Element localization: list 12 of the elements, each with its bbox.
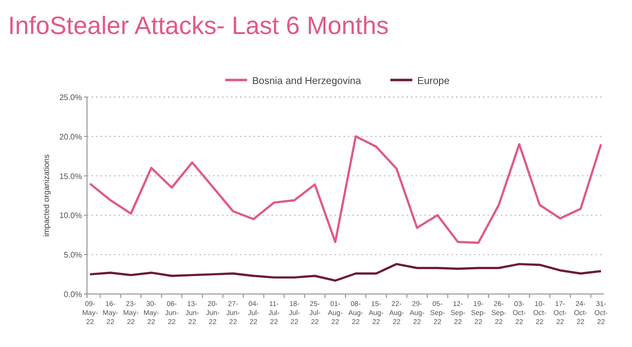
y-tick-label: 5.0% bbox=[64, 250, 82, 260]
chart-title: InfoStealer Attacks- Last 6 Months bbox=[8, 12, 389, 40]
y-tick-label: 10.0% bbox=[59, 211, 82, 220]
y-tick-label: 25.0% bbox=[59, 93, 82, 102]
y-tick-label: 15.0% bbox=[59, 172, 82, 181]
legend-label: Bosnia and Herzegovina bbox=[252, 76, 362, 87]
y-tick-label: 20.0% bbox=[59, 132, 82, 142]
y-axis-title: impacted organizations bbox=[42, 154, 51, 237]
y-tick-label: 0.0% bbox=[64, 290, 82, 299]
line-series bbox=[88, 262, 602, 282]
line-series bbox=[88, 135, 602, 244]
legend-label: Europe bbox=[417, 76, 450, 87]
